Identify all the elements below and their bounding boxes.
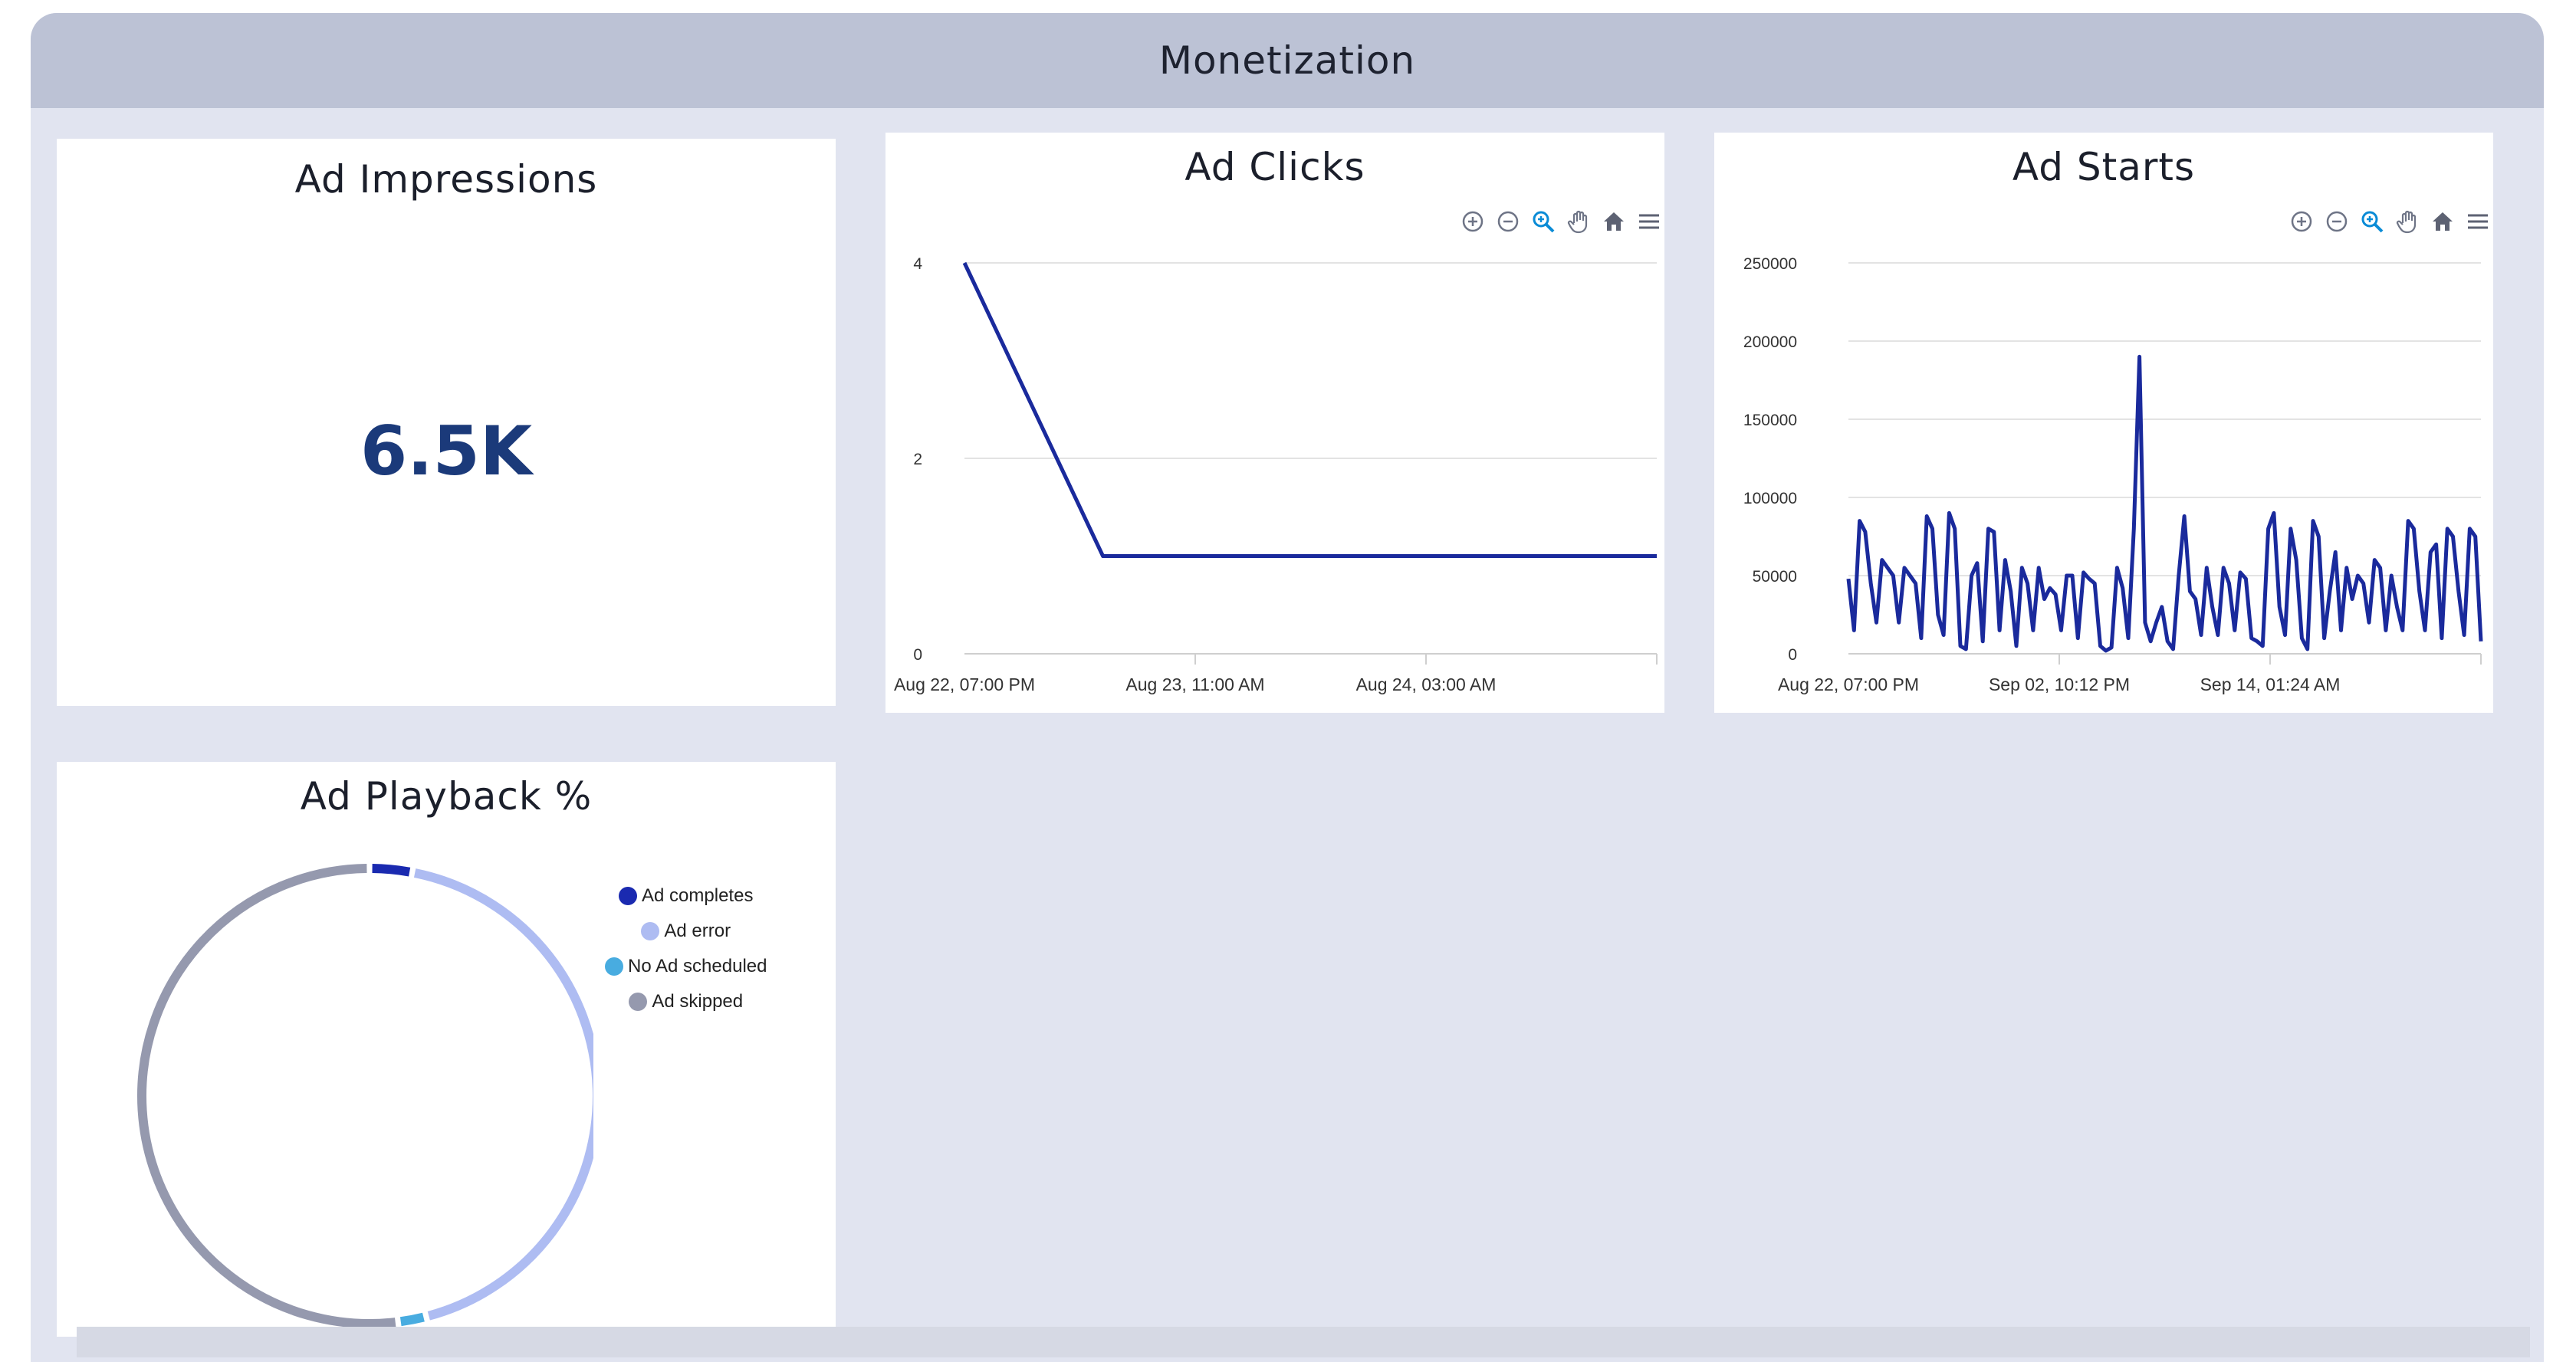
ad-clicks-title: Ad Clicks [1184, 145, 1365, 189]
pan-hand-icon[interactable] [2395, 209, 2420, 234]
zoom-selection-icon[interactable] [2360, 209, 2384, 234]
legend-dot [605, 957, 623, 976]
zoom-in-icon[interactable] [1460, 209, 1485, 234]
section-header: Monetization [31, 13, 2544, 108]
ad-playback-donut-chart [137, 864, 593, 1328]
ad-starts-x-tick-label: Sep 14, 01:24 AM [2200, 674, 2341, 694]
ad-starts-title: Ad Starts [2012, 145, 2196, 189]
legend-item-no-ad-scheduled[interactable]: No Ad scheduled [605, 949, 767, 984]
scroll-strip [77, 1327, 2530, 1357]
ad-playback-title: Ad Playback % [300, 774, 593, 819]
section-title: Monetization [1158, 38, 1416, 83]
pan-hand-icon[interactable] [1566, 209, 1591, 234]
ad-clicks-x-tick-label: Aug 23, 11:00 AM [1125, 674, 1264, 694]
legend-label: No Ad scheduled [628, 956, 767, 976]
ad-clicks-toolbar [1460, 209, 1661, 234]
zoom-in-icon[interactable] [2289, 209, 2314, 234]
ad-clicks-series-line [962, 261, 1657, 558]
ad-starts-x-tick-label: Aug 22, 07:00 PM [1778, 674, 1919, 694]
donut-slice-no-ad-scheduled[interactable] [399, 1312, 425, 1327]
ad-starts-y-tick-label: 150000 [1743, 412, 1797, 429]
ad-impressions-title: Ad Impressions [294, 157, 598, 202]
legend-dot [641, 922, 660, 940]
legend-label: Ad completes [642, 885, 754, 906]
home-reset-icon[interactable] [1602, 209, 1626, 234]
ad-clicks-x-tick-label: Aug 24, 03:00 AM [1356, 674, 1497, 694]
ad-starts-y-tick-label: 0 [1788, 646, 1797, 664]
zoom-out-icon[interactable] [2325, 209, 2349, 234]
donut-slice-ad-skipped[interactable] [137, 864, 396, 1328]
zoom-out-icon[interactable] [1496, 209, 1520, 234]
legend-item-ad-completes[interactable]: Ad completes [605, 878, 767, 914]
ad-clicks-chart: 0 2 4 Aug 22, 07:00 PM Aug 23, 11:00 AM Aug 2… [894, 255, 1658, 694]
ad-starts-series-line [1846, 354, 2483, 653]
ad-starts-y-tick-label: 50000 [1753, 568, 1797, 586]
legend-label: Ad skipped [652, 991, 744, 1012]
legend-dot [629, 993, 648, 1011]
ad-starts-y-tick-label: 100000 [1743, 490, 1797, 507]
ad-clicks-y-tick-label: 0 [913, 646, 922, 664]
legend-dot [619, 887, 638, 905]
ad-playback-legend: Ad completes Ad error No Ad scheduled Ad sk… [605, 878, 767, 1019]
ad-playback-card: Ad Playback % Ad completes Ad error No Ad … [57, 762, 836, 1337]
ad-impressions-value: 6.5K [360, 412, 533, 491]
donut-slice-ad-completes[interactable] [372, 864, 411, 877]
ad-starts-y-tick-label: 200000 [1743, 333, 1797, 351]
ad-starts-y-tick-label: 250000 [1743, 255, 1797, 273]
monetization-dashboard: Monetization Ad Impressions 6.5K Ad Clic… [31, 13, 2544, 1362]
legend-item-ad-error[interactable]: Ad error [605, 914, 767, 949]
home-reset-icon[interactable] [2430, 209, 2455, 234]
ad-clicks-y-tick-label: 2 [913, 451, 922, 468]
ad-starts-chart: 0 50000 100000 150000 200000 250000 Aug 22, 07… [1743, 255, 2483, 694]
menu-icon[interactable] [1637, 209, 1661, 234]
ad-starts-x-tick-label: Sep 02, 10:12 PM [1989, 674, 2130, 694]
ad-clicks-card: Ad Clicks 0 2 4 Aug 22, 07:00 PM Aug 23, 11:… [886, 133, 1664, 713]
ad-starts-card: Ad Starts 0 50000 100000 150000 200000 250000… [1714, 133, 2493, 713]
ad-clicks-x-tick-label: Aug 22, 07:00 PM [894, 674, 1035, 694]
zoom-selection-icon[interactable] [1531, 209, 1556, 234]
ad-starts-toolbar [2289, 209, 2490, 234]
legend-label: Ad error [664, 921, 731, 941]
donut-slice-ad-error[interactable] [413, 868, 593, 1321]
ad-impressions-card: Ad Impressions 6.5K [57, 139, 836, 706]
menu-icon[interactable] [2466, 209, 2490, 234]
ad-clicks-y-tick-label: 4 [913, 255, 922, 273]
legend-item-ad-skipped[interactable]: Ad skipped [605, 984, 767, 1019]
